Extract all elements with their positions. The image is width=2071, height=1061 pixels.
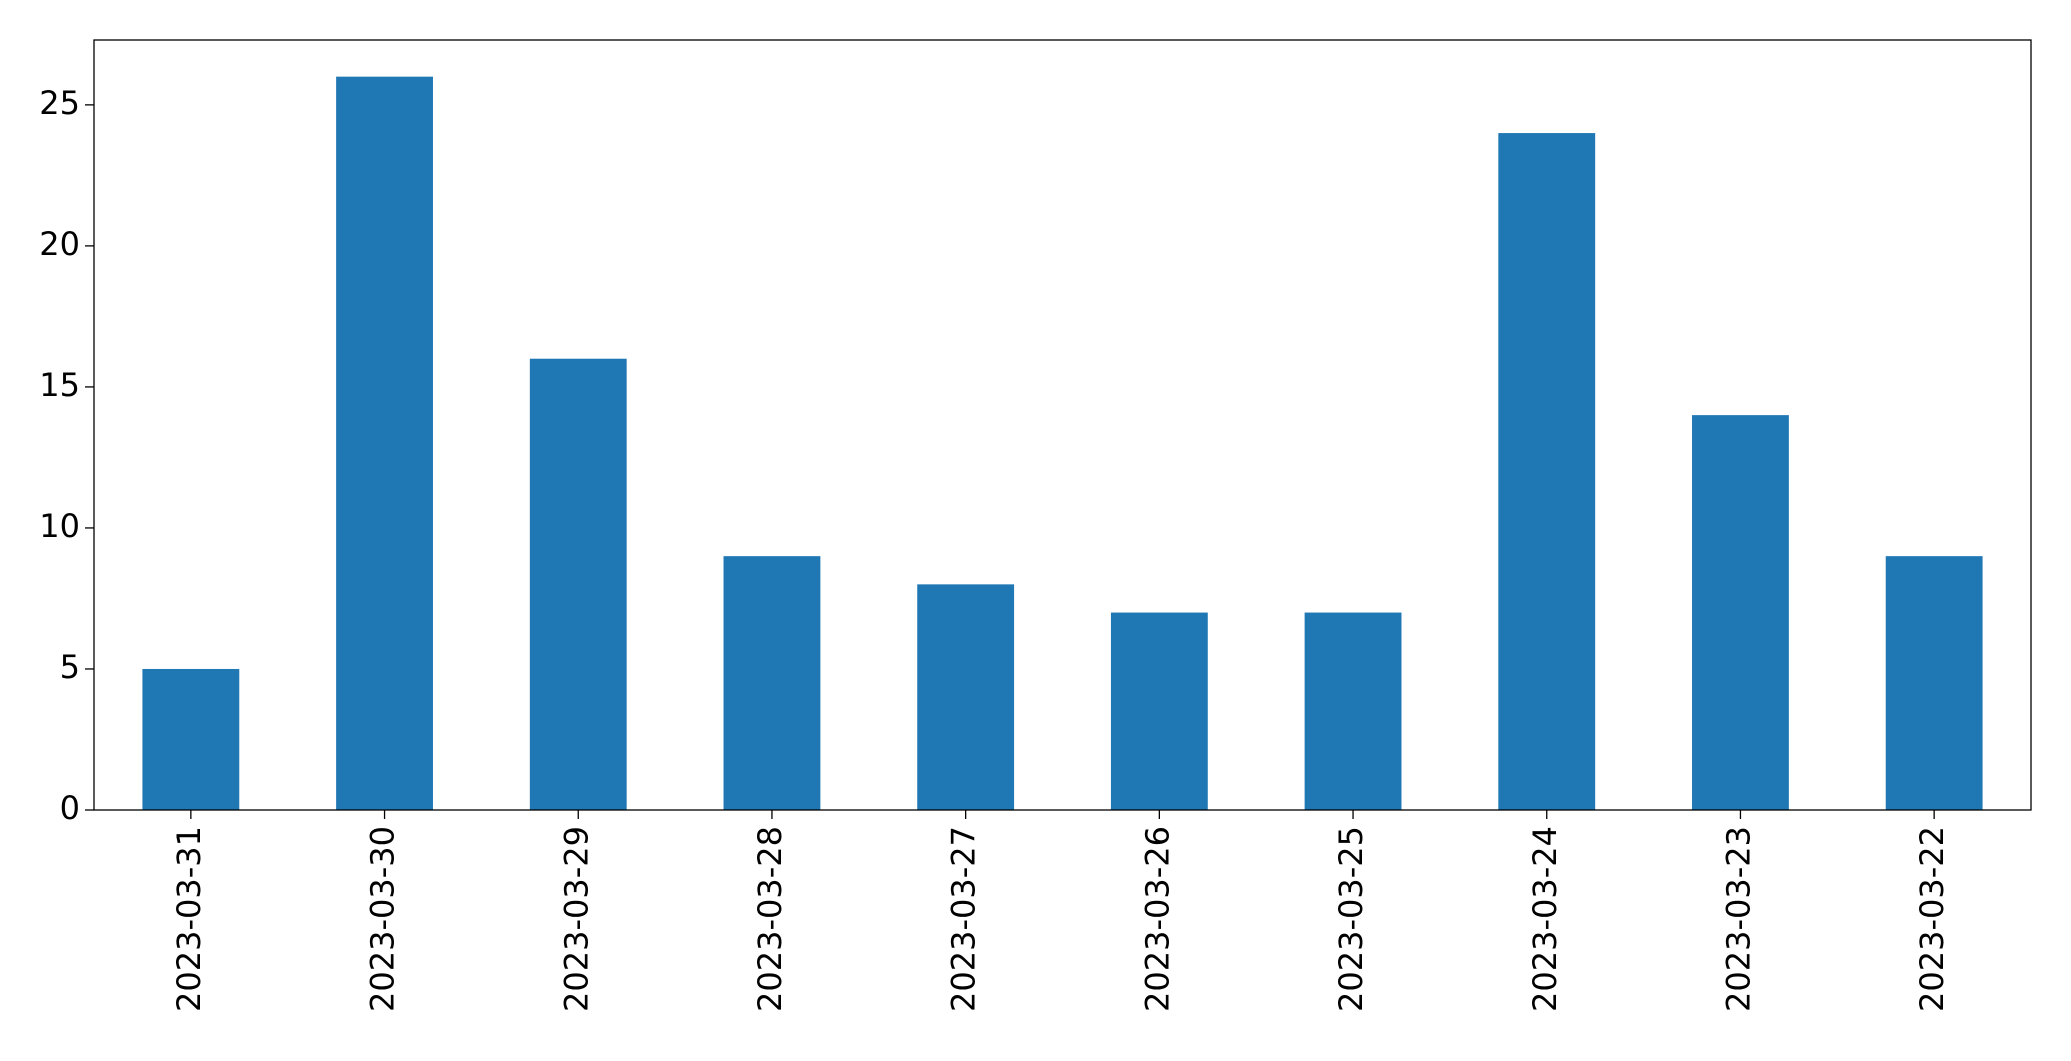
x-tick-label: 2023-03-27 bbox=[945, 826, 983, 1012]
bar bbox=[1692, 415, 1789, 810]
bar bbox=[336, 76, 433, 810]
bar bbox=[723, 556, 821, 810]
x-tick-label: 2023-03-25 bbox=[1332, 826, 1370, 1012]
y-tick-label: 0 bbox=[60, 789, 80, 827]
bar bbox=[1110, 612, 1208, 810]
x-tick-label: 2023-03-30 bbox=[364, 826, 402, 1012]
x-tick-label: 2023-03-28 bbox=[751, 826, 789, 1012]
y-tick-label: 15 bbox=[39, 366, 80, 404]
bar bbox=[1498, 133, 1596, 811]
y-tick-label: 25 bbox=[39, 84, 80, 122]
bar bbox=[1885, 556, 1983, 810]
x-tick-label: 2023-03-23 bbox=[1719, 826, 1757, 1012]
x-tick-label: 2023-03-29 bbox=[557, 826, 595, 1012]
plot-frame bbox=[93, 39, 2032, 811]
y-tick-label: 20 bbox=[39, 225, 80, 263]
x-tick-label: 2023-03-22 bbox=[1913, 826, 1951, 1012]
x-tick-label: 2023-03-31 bbox=[170, 826, 208, 1012]
y-tick-label: 10 bbox=[39, 507, 80, 545]
bar bbox=[1304, 612, 1402, 810]
bar bbox=[142, 668, 240, 810]
bar bbox=[529, 358, 627, 810]
x-tick-label: 2023-03-26 bbox=[1138, 826, 1176, 1012]
x-tick-label: 2023-03-24 bbox=[1526, 826, 1564, 1012]
bar bbox=[917, 584, 1015, 810]
y-tick-label: 5 bbox=[60, 648, 80, 686]
